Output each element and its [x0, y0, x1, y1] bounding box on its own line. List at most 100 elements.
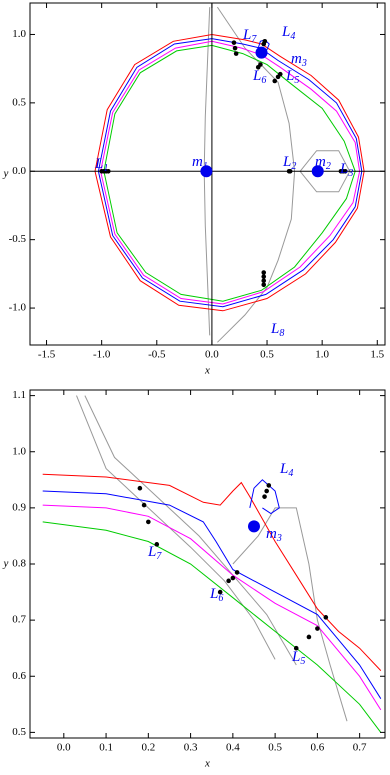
curve	[42, 473, 382, 671]
y-tick-label: 0.7	[12, 614, 26, 626]
x-tick-label: 1.0	[315, 349, 329, 361]
label-letter: L	[94, 156, 103, 172]
primary-body	[247, 520, 260, 533]
x-tick-label: 0.0	[205, 349, 219, 361]
point-label: L1	[94, 156, 108, 174]
point-label: L7	[242, 27, 257, 45]
point-label: L6	[252, 68, 266, 86]
label-subscript: 5	[300, 656, 305, 667]
label-subscript: 7	[156, 551, 162, 562]
y-tick-label: 0.0	[12, 165, 26, 177]
curve	[42, 504, 382, 711]
x-tick-label: 1.5	[370, 349, 384, 361]
label-subscript: 1	[103, 163, 108, 174]
equilibrium-point	[146, 519, 151, 525]
equilibrium-point	[261, 282, 267, 288]
equilibrium-point	[258, 62, 263, 67]
equilibrium-point	[261, 274, 267, 279]
curve	[84, 395, 297, 666]
x-tick-label: 0.3	[184, 742, 198, 754]
point-label: L2	[282, 154, 296, 172]
label-letter: m	[291, 51, 302, 67]
curve	[94, 33, 365, 312]
y-tick-label: 1.0	[12, 445, 26, 457]
label-subscript: 4	[290, 31, 295, 42]
equilibrium-point	[226, 578, 231, 584]
equilibrium-point	[217, 589, 223, 595]
label-subscript: 6	[218, 593, 223, 604]
label-subscript: 3	[301, 58, 307, 69]
x-tick-label: 0.1	[99, 742, 113, 754]
label-letter: L	[242, 27, 251, 43]
curve	[42, 490, 382, 699]
x-tick-label: 0.5	[260, 349, 274, 361]
equilibrium-point	[306, 634, 312, 640]
x-tick-label: -1.5	[38, 349, 56, 361]
plot-area	[42, 395, 382, 733]
equilibrium-point	[232, 45, 238, 51]
y-tick-label: -1.0	[9, 302, 27, 314]
label-subscript: 4	[288, 468, 293, 479]
curve	[42, 521, 382, 733]
label-letter: L	[147, 544, 156, 560]
primary-body	[255, 46, 268, 59]
equilibrium-point	[230, 575, 236, 581]
label-letter: m	[266, 526, 277, 542]
point-label: m3	[291, 51, 307, 69]
equilibrium-point	[262, 39, 268, 44]
curve	[232, 507, 348, 722]
equilibrium-point	[262, 494, 267, 499]
point-label: m2	[315, 154, 331, 172]
point-label: L3	[339, 161, 353, 179]
x-tick-label: 0.2	[141, 742, 155, 754]
label-letter: L	[285, 68, 294, 84]
equilibrium-point	[234, 570, 240, 575]
label-subscript: 3	[347, 168, 353, 179]
x-axis-label: x	[204, 365, 210, 377]
equilibrium-point	[264, 488, 269, 494]
equilibrium-point	[277, 71, 283, 77]
label-letter: L	[252, 68, 261, 84]
point-label: m3	[266, 526, 282, 544]
point-label: L4	[279, 461, 293, 479]
label-subscript: 8	[279, 328, 284, 339]
equilibrium-point	[287, 168, 293, 174]
curve	[97, 38, 363, 308]
y-tick-label: -0.5	[9, 233, 27, 245]
equilibrium-point	[261, 270, 267, 275]
equilibrium-point	[137, 485, 143, 491]
y-axis-label: y	[3, 558, 9, 570]
equilibrium-point	[272, 78, 278, 84]
equilibrium-point	[315, 626, 320, 631]
equilibrium-point	[141, 502, 147, 508]
label-letter: L	[279, 461, 288, 477]
x-axis-label: x	[204, 758, 210, 770]
curve	[249, 479, 280, 515]
primary-body	[311, 165, 324, 178]
label-subscript: 3	[276, 533, 282, 544]
y-tick-label: 0.5	[12, 726, 26, 738]
label-letter: L	[281, 24, 290, 40]
point-label: L6	[209, 586, 223, 604]
equilibrium-point	[261, 278, 267, 284]
label-letter: L	[339, 161, 348, 177]
x-tick-label: 0.6	[311, 742, 325, 754]
curve	[76, 395, 276, 660]
label-subscript: 7	[251, 34, 257, 45]
label-letter: L	[270, 321, 279, 337]
equilibrium-point	[231, 40, 237, 45]
label-subscript: 2	[291, 161, 296, 172]
y-tick-label: 0.8	[12, 558, 26, 570]
y-tick-label: 0.5	[12, 96, 26, 108]
label-letter: m	[315, 154, 326, 170]
equilibrium-point	[233, 51, 239, 56]
y-tick-label: 0.6	[12, 670, 26, 682]
equilibrium-point	[105, 168, 111, 174]
equilibrium-point	[343, 168, 348, 174]
equilibrium-point	[266, 483, 272, 488]
curve	[103, 44, 356, 302]
label-subscript: 2	[326, 161, 331, 172]
point-label: L5	[291, 649, 305, 667]
x-tick-label: -0.5	[148, 349, 166, 361]
